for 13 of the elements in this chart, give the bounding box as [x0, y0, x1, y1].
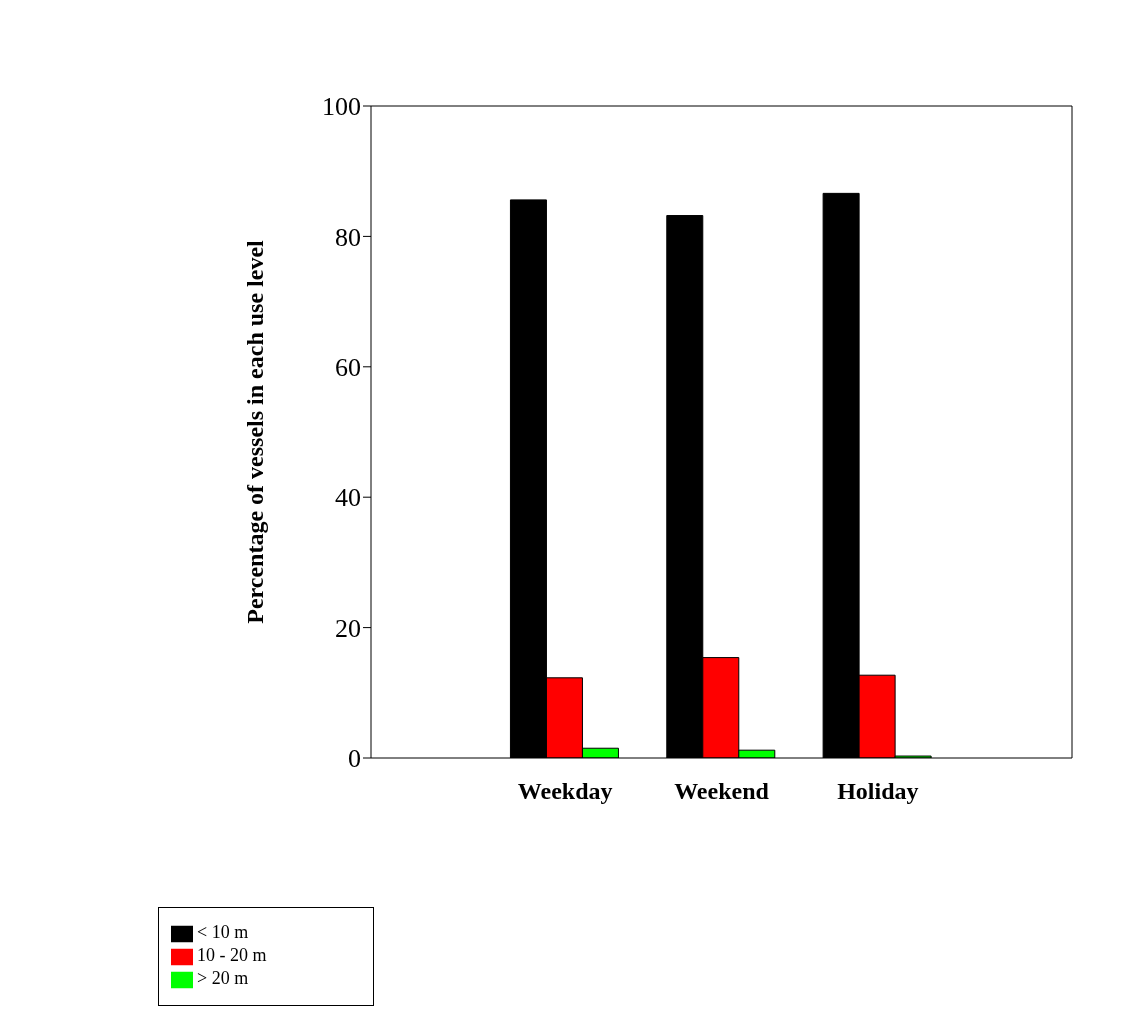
y-tick-label: 40: [335, 483, 361, 513]
x-tick-label: Weekend: [674, 778, 770, 805]
y-axis-title: Percentage of vessels in each use level: [241, 239, 268, 624]
legend-label: < 10 m: [197, 922, 249, 943]
y-tick-label: 80: [335, 222, 361, 252]
y-tick-label: 60: [335, 353, 361, 383]
legend-label: 10 - 20 m: [197, 945, 267, 966]
x-tick-label: Holiday: [837, 778, 919, 805]
y-tick-label: 20: [335, 613, 361, 643]
y-tick-label: 0: [348, 744, 361, 774]
y-tick-label: 100: [322, 92, 361, 122]
x-tick-label: Weekday: [517, 778, 613, 805]
legend-label: > 20 m: [197, 968, 249, 989]
